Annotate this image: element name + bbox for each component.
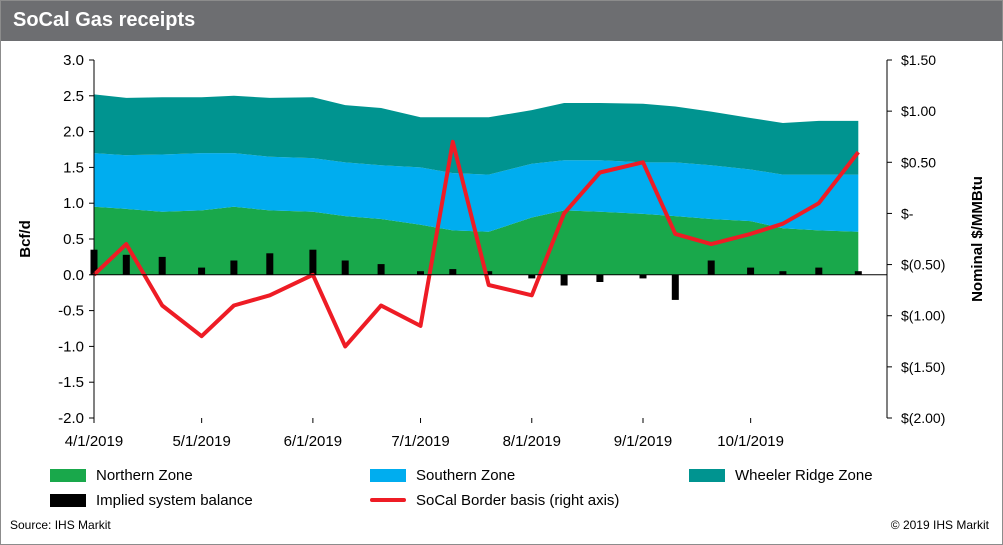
y-right-tick-label: $1.50 — [901, 52, 936, 68]
legend-label-northern-zone: Northern Zone — [96, 466, 193, 484]
balance-bar — [198, 267, 206, 275]
x-tick-label: 4/1/2019 — [65, 433, 123, 450]
balance-bar — [815, 267, 823, 275]
legend-item-northern-zone: Northern Zone — [50, 466, 193, 484]
y-right-tick-label: $(1.50) — [901, 359, 945, 375]
balance-bar — [596, 274, 604, 282]
legend-swatch-socal-border-basis — [370, 498, 406, 502]
y-right-tick-label: $(2.00) — [901, 410, 945, 426]
legend-swatch-northern-zone — [50, 468, 86, 482]
balance-bar — [560, 274, 568, 286]
legend-item-southern-zone: Southern Zone — [370, 466, 515, 484]
balance-bar — [485, 271, 493, 275]
x-tick-label: 6/1/2019 — [284, 433, 342, 450]
legend-swatch-implied-system-balance — [50, 493, 86, 507]
y-tick-label: 2.5 — [63, 88, 84, 105]
x-tick-label: 8/1/2019 — [503, 433, 561, 450]
y-tick-label: -1.5 — [58, 374, 84, 391]
y-right-tick-label: $(0.50) — [901, 257, 945, 273]
balance-bar — [341, 260, 349, 275]
x-tick-label: 10/1/2019 — [717, 433, 784, 450]
legend-label-implied-system-balance: Implied system balance — [96, 491, 253, 509]
balance-bar — [707, 260, 715, 275]
legend-item-wheeler-ridge-zone: Wheeler Ridge Zone — [689, 466, 873, 484]
balance-bar — [671, 274, 679, 300]
x-tick-label: 5/1/2019 — [172, 433, 230, 450]
balance-bar — [158, 256, 166, 275]
legend-label-wheeler-ridge-zone: Wheeler Ridge Zone — [735, 466, 873, 484]
y-axis-title: Bcf/d — [17, 220, 34, 258]
y-right-tick-label: $1.00 — [901, 103, 936, 119]
balance-bar — [377, 264, 385, 275]
source-note: Source: IHS Markit — [10, 518, 111, 532]
legend-item-implied-system-balance: Implied system balance — [50, 491, 253, 509]
y-tick-label: 3.0 — [63, 52, 84, 69]
legend-swatch-wheeler-ridge-zone — [689, 468, 725, 482]
title-bar: SoCal Gas receipts — [1, 1, 1002, 41]
balance-bar — [779, 271, 787, 275]
legend-label-socal-border-basis: SoCal Border basis (right axis) — [416, 491, 620, 509]
y-right-tick-label: $0.50 — [901, 154, 936, 170]
y-tick-label: -1.0 — [58, 338, 84, 355]
y-tick-label: 1.5 — [63, 159, 84, 176]
balance-bar — [309, 249, 317, 275]
legend-label-southern-zone: Southern Zone — [416, 466, 516, 484]
balance-bar — [122, 254, 130, 275]
x-tick-label: 7/1/2019 — [391, 433, 449, 450]
balance-bar — [747, 267, 755, 275]
y-right-tick-label: $(1.00) — [901, 308, 945, 324]
y-tick-label: 0.0 — [63, 267, 84, 284]
y-tick-label: -2.0 — [58, 410, 84, 427]
y-right-axis-title: Nominal $/MMBtu — [969, 176, 986, 302]
series-line-socal-border-basis — [92, 139, 860, 349]
x-tick-label: 9/1/2019 — [614, 433, 672, 450]
area-wheeler-ridge-zone — [94, 94, 859, 175]
balance-bar — [266, 253, 274, 275]
legend-item-socal-border-basis: SoCal Border basis (right axis) — [370, 491, 619, 509]
y-tick-label: 2.0 — [63, 124, 84, 141]
chart-title: SoCal Gas receipts — [13, 9, 196, 31]
y-tick-label: 0.5 — [63, 231, 84, 248]
copyright-note: © 2019 IHS Markit — [890, 518, 989, 532]
balance-bar — [639, 274, 647, 279]
balance-bar — [417, 271, 424, 275]
balance-bar — [528, 274, 536, 279]
y-right-tick-label: $- — [901, 205, 914, 221]
y-tick-label: -0.5 — [58, 303, 84, 320]
y-tick-label: 1.0 — [63, 195, 84, 212]
legend-swatch-southern-zone — [370, 468, 406, 482]
balance-bar — [854, 271, 862, 275]
balance-bar — [449, 269, 457, 275]
balance-bar — [230, 260, 238, 275]
